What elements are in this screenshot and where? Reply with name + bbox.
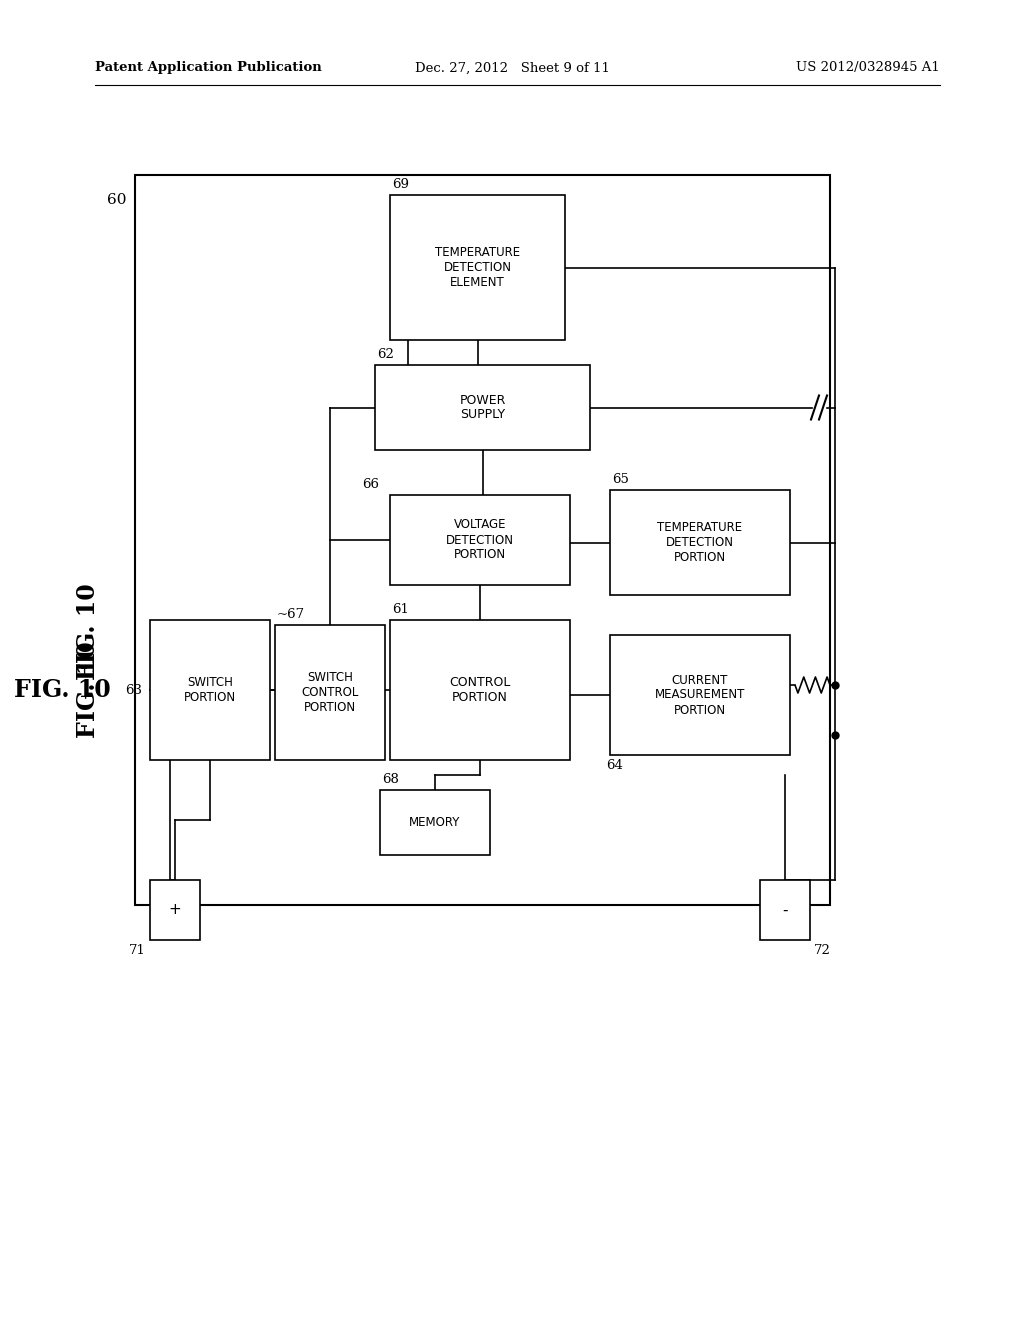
Text: SWITCH
PORTION: SWITCH PORTION (184, 676, 237, 704)
Text: VOLTAGE
DETECTION
PORTION: VOLTAGE DETECTION PORTION (446, 519, 514, 561)
Text: 62: 62 (377, 348, 394, 360)
Bar (150, 620, 270, 760)
Text: FIG. 10: FIG. 10 (76, 583, 100, 680)
Text: CURRENT
MEASUREMENT
PORTION: CURRENT MEASUREMENT PORTION (654, 673, 745, 717)
Bar (390, 620, 570, 760)
Text: FIG. 10: FIG. 10 (76, 642, 100, 738)
Text: 61: 61 (392, 603, 409, 616)
Bar (375, 366, 590, 450)
Bar (390, 495, 570, 585)
Bar (150, 880, 200, 940)
Text: +: + (169, 903, 181, 917)
Text: 69: 69 (392, 178, 409, 191)
Text: 71: 71 (129, 944, 146, 957)
Bar (760, 880, 810, 940)
Text: CONTROL
PORTION: CONTROL PORTION (450, 676, 511, 704)
Text: US 2012/0328945 A1: US 2012/0328945 A1 (797, 62, 940, 74)
Text: -: - (782, 903, 787, 917)
Text: 72: 72 (814, 944, 830, 957)
Bar (610, 635, 790, 755)
Text: 68: 68 (382, 774, 399, 785)
Text: ~67: ~67 (278, 609, 305, 620)
Bar (380, 789, 490, 855)
Text: 65: 65 (612, 473, 629, 486)
Bar (610, 490, 790, 595)
Text: SWITCH
CONTROL
PORTION: SWITCH CONTROL PORTION (301, 671, 358, 714)
Text: POWER
SUPPLY: POWER SUPPLY (460, 393, 506, 421)
Text: FIG. 10: FIG. 10 (13, 678, 111, 702)
Text: 60: 60 (108, 193, 127, 207)
Bar (390, 195, 565, 341)
Text: 64: 64 (606, 759, 623, 772)
Text: MEMORY: MEMORY (410, 816, 461, 829)
Bar (275, 624, 385, 760)
Text: Patent Application Publication: Patent Application Publication (95, 62, 322, 74)
Text: 63: 63 (125, 684, 142, 697)
Text: Dec. 27, 2012   Sheet 9 of 11: Dec. 27, 2012 Sheet 9 of 11 (415, 62, 609, 74)
Text: TEMPERATURE
DETECTION
PORTION: TEMPERATURE DETECTION PORTION (657, 521, 742, 564)
Text: 66: 66 (362, 478, 379, 491)
Bar (135, 176, 830, 906)
Text: TEMPERATURE
DETECTION
ELEMENT: TEMPERATURE DETECTION ELEMENT (435, 246, 520, 289)
